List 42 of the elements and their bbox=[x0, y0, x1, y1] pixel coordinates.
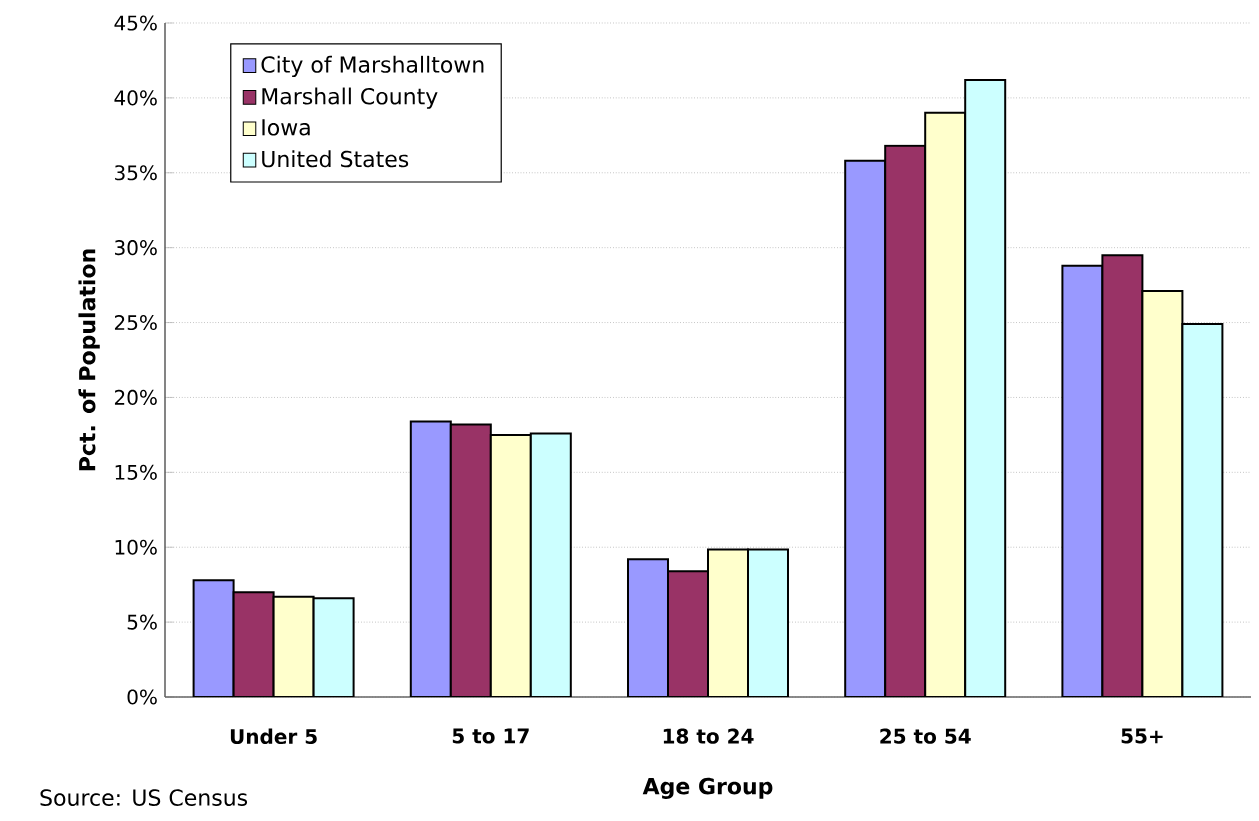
x-tick-label: 55+ bbox=[1121, 728, 1163, 744]
y-tick-label: 20% bbox=[114, 389, 157, 406]
y-tick-label: 30% bbox=[115, 240, 157, 256]
bar bbox=[667, 570, 709, 697]
bar bbox=[924, 111, 967, 697]
bar bbox=[192, 579, 235, 697]
bar bbox=[449, 423, 492, 697]
legend-label: City of Marshalltown bbox=[261, 55, 484, 78]
bar bbox=[964, 78, 1007, 697]
bar bbox=[707, 548, 749, 697]
bar bbox=[844, 159, 887, 697]
source-note: Source: US Census bbox=[40, 789, 248, 806]
y-tick-label: 0% bbox=[127, 689, 157, 705]
y-tick-label: 35% bbox=[115, 165, 157, 181]
bar bbox=[627, 558, 669, 697]
y-axis-title: Pct. of Population bbox=[78, 249, 100, 471]
bar bbox=[1141, 290, 1184, 697]
x-tick-label: 5 to 17 bbox=[452, 728, 529, 744]
x-axis-title: Age Group bbox=[642, 777, 773, 799]
bar bbox=[312, 597, 355, 697]
legend-label: United States bbox=[262, 150, 409, 168]
x-tick-label: 18 to 24 bbox=[663, 728, 754, 744]
bar bbox=[232, 591, 275, 697]
legend-label: Marshall County bbox=[262, 87, 438, 109]
legend-label: Iowa bbox=[262, 119, 310, 136]
y-tick-label: 15% bbox=[115, 464, 157, 480]
y-tick-label: 45% bbox=[114, 15, 157, 31]
x-tick-label: 25 to 54 bbox=[880, 728, 971, 744]
bar bbox=[272, 595, 315, 697]
y-tick-label: 40% bbox=[114, 90, 157, 106]
bar bbox=[1101, 254, 1144, 697]
x-tick-label: Under 5 bbox=[230, 728, 317, 745]
y-tick-label: 25% bbox=[114, 314, 157, 331]
bar bbox=[489, 433, 532, 697]
bar bbox=[884, 144, 927, 697]
bar bbox=[1181, 323, 1224, 697]
bar bbox=[529, 432, 572, 697]
y-tick-label: 10% bbox=[115, 539, 157, 555]
bar bbox=[409, 420, 452, 697]
bar bbox=[747, 548, 789, 697]
y-tick-label: 5% bbox=[127, 614, 157, 630]
bar bbox=[1061, 264, 1104, 697]
